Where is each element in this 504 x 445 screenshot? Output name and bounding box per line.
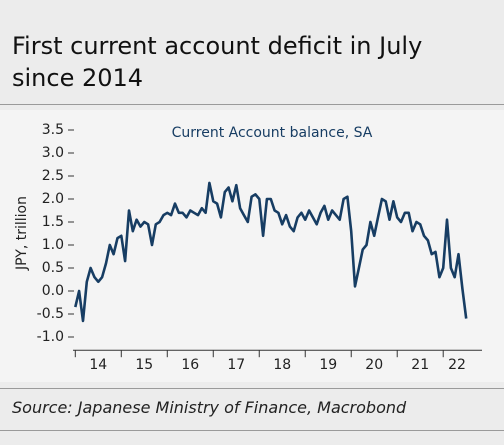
y-tick-label: 1.0	[42, 237, 64, 253]
x-tick-label: 16	[181, 357, 199, 373]
x-tick-label: 18	[273, 357, 291, 373]
x-tick-label: 14	[89, 357, 107, 373]
y-tick-label: 0.5	[42, 260, 64, 276]
rule	[0, 388, 504, 389]
x-tick-label: 21	[411, 357, 429, 373]
series-line	[74, 181, 468, 323]
x-tick-label: 20	[365, 357, 383, 373]
rule	[0, 104, 504, 105]
x-tick-label: 17	[227, 357, 245, 373]
y-tick-label: 1.5	[42, 214, 64, 230]
x-tick-label: 19	[319, 357, 337, 373]
y-tick-label: 0.0	[42, 283, 64, 299]
y-axis-label: JPY, trillion	[14, 196, 30, 271]
plot-background	[0, 110, 504, 382]
y-tick-label: 3.0	[42, 145, 64, 161]
y-tick-label: -1.0	[37, 329, 64, 345]
x-tick-label: 22	[448, 357, 466, 373]
x-tick-label: 15	[135, 357, 153, 373]
y-tick-label: 2.0	[42, 191, 64, 207]
y-tick-label: -0.5	[37, 306, 64, 322]
y-tick-label: 3.5	[42, 122, 64, 138]
source: Source: Japanese Ministry of Finance, Ma…	[12, 398, 407, 417]
subtitle: Current Account balance, SA	[172, 125, 373, 141]
rule	[0, 430, 504, 431]
y-tick-label: 2.5	[42, 168, 64, 184]
chart-title: First current account deficit in July si…	[12, 32, 423, 92]
